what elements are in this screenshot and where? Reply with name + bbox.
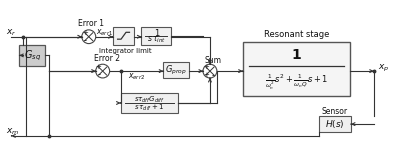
Text: $G_{prop}$: $G_{prop}$ (165, 64, 187, 77)
Text: $\frac{1}{\omega_n^{\,2}}s^2+\frac{1}{\omega_n Q}s+1$: $\frac{1}{\omega_n^{\,2}}s^2+\frac{1}{\o… (265, 73, 328, 92)
Bar (142, 27, 171, 45)
Bar (319, 116, 351, 132)
Text: Sum: Sum (204, 56, 222, 65)
Circle shape (203, 64, 217, 78)
Text: $x_{err1}$: $x_{err1}$ (96, 27, 113, 38)
Text: $x_r$: $x_r$ (6, 27, 17, 38)
Text: Integrator limit: Integrator limit (99, 48, 152, 55)
Text: $s\,\tau_{int}$: $s\,\tau_{int}$ (147, 34, 166, 45)
Text: +: + (82, 30, 88, 36)
Bar (113, 27, 134, 45)
Bar (243, 42, 350, 96)
Text: -: - (212, 71, 214, 80)
Text: +: + (203, 64, 209, 70)
Text: +: + (203, 72, 209, 78)
Bar (19, 45, 45, 66)
Text: Sensor: Sensor (322, 107, 348, 116)
Circle shape (96, 64, 110, 78)
Text: $x_m$: $x_m$ (6, 127, 20, 137)
Text: $\mathbf{1}$: $\mathbf{1}$ (291, 48, 302, 62)
Text: $x_p$: $x_p$ (378, 63, 389, 74)
Text: $s\,\tau_{dff}+1$: $s\,\tau_{dff}+1$ (134, 103, 164, 113)
Text: 1: 1 (154, 29, 159, 38)
Text: -: - (97, 71, 100, 80)
Bar (120, 93, 178, 113)
Text: $s\tau_{dff}G_{diff}$: $s\tau_{dff}G_{diff}$ (134, 95, 165, 105)
Circle shape (82, 30, 96, 44)
Text: Error 2: Error 2 (94, 54, 120, 63)
Text: $G_{sq}$: $G_{sq}$ (24, 48, 41, 63)
Text: $x_{err2}$: $x_{err2}$ (128, 72, 145, 82)
Text: -: - (83, 36, 86, 45)
Text: Error 1: Error 1 (78, 19, 104, 29)
Bar (163, 62, 189, 78)
Text: Resonant stage: Resonant stage (264, 30, 329, 39)
Text: +: + (96, 64, 102, 70)
Text: $H(s)$: $H(s)$ (325, 118, 345, 130)
